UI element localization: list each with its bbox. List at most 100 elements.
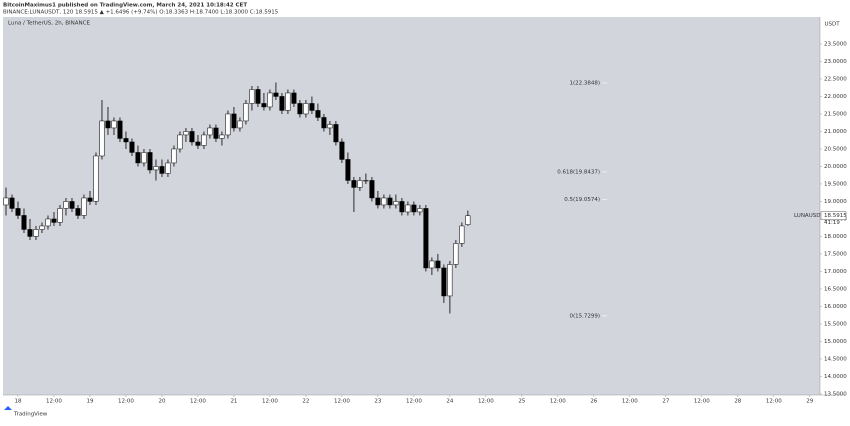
candle-body: [153, 166, 159, 171]
candle-body: [27, 229, 33, 237]
candle-body: [351, 180, 357, 188]
y-tick-label: 22.5000: [824, 76, 847, 82]
candle-body: [459, 225, 465, 244]
y-tick-label: 17.0000: [824, 269, 847, 275]
candle-body: [309, 103, 315, 111]
candle-body: [75, 208, 81, 216]
candle-body: [99, 120, 105, 157]
y-tick-label: 15.5000: [824, 321, 847, 327]
candle-body: [117, 120, 123, 139]
x-tick-label: 12:00: [118, 399, 134, 405]
candle-body: [333, 124, 339, 143]
candle-body: [423, 208, 429, 269]
candle-body: [111, 120, 117, 129]
x-tick-label: 18: [14, 399, 21, 405]
candle-body: [9, 197, 15, 209]
candle-body: [3, 197, 9, 206]
y-tick-label: 21.0000: [824, 129, 847, 135]
x-tick-label: 12:00: [766, 399, 782, 405]
candle-body: [381, 197, 387, 206]
candle-body: [369, 180, 375, 199]
candle-body: [429, 260, 435, 269]
candle-body: [183, 131, 189, 136]
y-tick-label: 19.0000: [824, 199, 847, 205]
x-tick-label: 12:00: [334, 399, 350, 405]
candle-body: [87, 197, 93, 202]
candle-body: [159, 166, 165, 174]
candle-body: [327, 124, 333, 129]
y-tick-label: 14.0000: [824, 374, 847, 380]
candle-body: [315, 110, 321, 118]
candle-body: [135, 152, 141, 164]
candle-body: [57, 208, 63, 223]
candle-body: [171, 148, 177, 164]
price-tag-label: 18.5915: [824, 213, 847, 219]
price-countdown: 41:19: [824, 220, 840, 226]
y-tick-label: 23.0000: [824, 59, 847, 65]
candle-body: [129, 141, 135, 153]
chart-title: Luna / TetherUS, 2h, BINANCE: [8, 21, 90, 27]
x-tick-label: 12:00: [622, 399, 638, 405]
x-tick-label: 19: [86, 399, 93, 405]
fib-label: 0.5(19.0574): [564, 197, 600, 203]
x-tick-label: 24: [446, 399, 453, 405]
candle-body: [147, 152, 153, 171]
y-tick-label: 17.5000: [824, 251, 847, 257]
x-tick-label: 12:00: [694, 399, 710, 405]
candle-body: [231, 113, 237, 129]
candle-body: [21, 215, 27, 230]
candle-body: [447, 264, 453, 297]
candle-body: [453, 243, 459, 265]
x-tick-label: 29: [806, 399, 813, 405]
candle-body: [69, 201, 75, 209]
x-tick-label: 12:00: [46, 399, 62, 405]
candle-body: [441, 267, 447, 297]
candle-body: [81, 197, 87, 216]
candle-body: [285, 92, 291, 111]
candle-body: [255, 89, 261, 104]
x-tick-label: 20: [158, 399, 165, 405]
candle-body: [261, 103, 267, 108]
x-tick-label: 12:00: [406, 399, 422, 405]
y-tick-label: 23.5000: [824, 41, 847, 47]
y-tick-label: 15.0000: [824, 339, 847, 345]
fib-label: 0(15.7299): [569, 313, 600, 319]
y-tick-label: 22.0000: [824, 94, 847, 100]
y-tick-label: 14.5000: [824, 356, 847, 362]
x-tick-label: 12:00: [262, 399, 278, 405]
candle-body: [189, 131, 195, 143]
candle-body: [225, 113, 231, 136]
candle-body: [339, 141, 345, 160]
candle-body: [249, 89, 255, 104]
candle-body: [357, 180, 363, 188]
candle-body: [435, 260, 441, 269]
brand: TradingView: [13, 412, 48, 418]
x-tick-label: 12:00: [190, 399, 206, 405]
candle-body: [321, 117, 327, 129]
candle-body: [279, 96, 285, 111]
candle-body: [303, 103, 309, 115]
candle-body: [123, 138, 129, 143]
x-tick-label: 22: [302, 399, 309, 405]
candle-body: [399, 201, 405, 213]
candle-body: [387, 197, 393, 206]
fib-label: 1(22.3848): [569, 80, 600, 86]
candle-body: [39, 225, 45, 230]
y-tick-label: 19.5000: [824, 181, 847, 187]
price-tag: [820, 211, 847, 220]
candle-body: [237, 120, 243, 129]
candle-body: [219, 134, 225, 139]
candle-body: [201, 134, 207, 146]
y-tick-label: 16.0000: [824, 304, 847, 310]
y-tick-label: 13.5000: [824, 391, 847, 397]
fib-label: 0.618(19.8437): [557, 169, 600, 175]
y-tick-label: 20.5000: [824, 146, 847, 152]
candle-body: [291, 92, 297, 104]
candle-body: [15, 208, 21, 216]
x-tick-label: 12:00: [550, 399, 566, 405]
y-tick-label: 16.5000: [824, 286, 847, 292]
candle-body: [177, 134, 183, 150]
candle-body: [393, 201, 399, 206]
candle-body: [267, 92, 273, 108]
candle-body: [105, 120, 111, 129]
